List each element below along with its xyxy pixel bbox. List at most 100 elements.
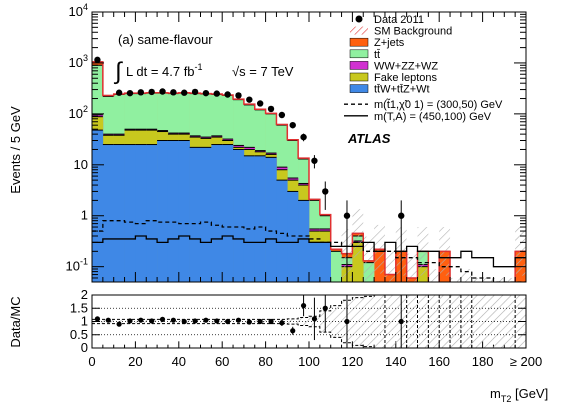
data-point — [170, 89, 177, 96]
stack-bar — [102, 144, 114, 282]
stack-bar — [135, 144, 147, 282]
stack-bar — [243, 155, 256, 282]
ratio-uncertainty-band — [384, 295, 397, 348]
legend-label: tt̄W+tt̄Z+Wt — [374, 83, 430, 95]
legend-label: SM Background — [374, 26, 452, 38]
lumi-text: L dt = 4.7 fb — [126, 64, 195, 79]
y-tick-label: 1 — [81, 208, 88, 223]
data-points — [94, 56, 405, 282]
stack-bar — [298, 200, 310, 282]
ratio-point — [170, 317, 176, 323]
x-tick-label: 180 — [472, 354, 494, 369]
stack-bar — [200, 147, 212, 282]
data-point — [300, 133, 307, 141]
ratio-point — [203, 317, 209, 323]
ratio-point — [268, 318, 274, 325]
ratio-y-tick-label: 2 — [81, 287, 88, 302]
ratio-point — [279, 320, 285, 326]
stack-tt-w-tt-z-wt — [92, 129, 331, 282]
ratio-point — [235, 317, 242, 323]
y-tick-exponent: -1 — [80, 257, 88, 267]
y-tick-base: 10 — [69, 4, 83, 19]
stack-bar — [254, 155, 266, 282]
ratio-uncertainty-band — [352, 297, 364, 346]
data-point — [267, 105, 275, 113]
stack-bar — [124, 144, 136, 282]
data-point — [343, 212, 351, 219]
data-point — [235, 92, 242, 99]
data-point — [246, 96, 253, 103]
ratio-uncertainty-band — [471, 295, 483, 348]
data-point — [256, 100, 264, 107]
x-tick-label: 80 — [258, 354, 272, 369]
y-tick-label: 104 — [69, 2, 88, 19]
energy-sqrt: √ — [232, 64, 240, 79]
legend-swatch — [349, 37, 369, 47]
ratio-point — [214, 318, 220, 324]
ratio-uncertainty-band — [374, 295, 386, 348]
ratio-point — [398, 318, 404, 325]
ratio-point — [257, 318, 263, 325]
stack-bar — [113, 144, 125, 282]
y-tick-base: 10 — [66, 259, 80, 274]
y-tick-exponent: 3 — [83, 53, 88, 63]
x-axis-label-base: m — [490, 386, 501, 401]
stack-bar — [189, 147, 201, 282]
x-tick-label: 160 — [428, 354, 450, 369]
background-uncertainty-band — [493, 277, 505, 282]
ratio-point — [159, 316, 166, 322]
y-axis-label: Events / 5 GeV — [8, 106, 23, 194]
x-tick-label: ≥ 200 — [510, 354, 542, 369]
data-point — [311, 157, 318, 164]
stack-bar — [276, 180, 288, 282]
y-tick-label: 102 — [69, 104, 88, 121]
background-uncertainty-band — [504, 277, 516, 282]
background-uncertainty-band — [471, 277, 483, 282]
ratio-uncertainty-band — [493, 295, 505, 348]
stack-bar — [178, 140, 190, 282]
ratio-y-axis-label: Data/MC — [8, 296, 23, 347]
ratio-point — [105, 317, 111, 323]
ratio-point — [344, 318, 350, 325]
ratio-y-tick-label: 0.5 — [70, 327, 88, 342]
x-tick-label: 0 — [88, 354, 95, 369]
ratio-point — [311, 316, 318, 322]
x-tick-label: 20 — [128, 354, 142, 369]
ratio-point — [127, 318, 133, 324]
stack-bar — [211, 144, 223, 282]
ratio-point — [149, 318, 155, 324]
y-tick-exponent: 2 — [83, 104, 88, 114]
legend-swatch — [349, 72, 369, 82]
legend-data-marker — [355, 15, 363, 23]
ratio-point — [181, 318, 187, 325]
background-uncertainty-band — [450, 277, 461, 282]
main-plot-contents — [92, 56, 526, 282]
ratio-uncertainty-band — [439, 295, 451, 348]
x-tick-label: 140 — [385, 354, 407, 369]
ratio-plot: 00.511.520 20 40 60 80 100 120 140 160 180 ≥ 200 — [70, 287, 542, 369]
x-axis-label: mT2 [GeV] — [490, 386, 548, 404]
stack-bar — [233, 149, 245, 282]
x-tick-label: 40 — [172, 354, 186, 369]
x-axis-label-unit: [GeV] — [511, 386, 548, 401]
background-uncertainty-band — [384, 250, 396, 282]
ratio-point — [290, 328, 296, 334]
data-point — [126, 89, 134, 97]
data-point — [94, 56, 101, 64]
lumi-integral-symbol: ∫ — [113, 58, 123, 85]
legend-label: m(T,A) = (450,100) GeV — [374, 111, 492, 123]
ratio-y-tick-label: 1.5 — [70, 300, 88, 315]
legend-sm-background-swatch — [350, 26, 368, 35]
stack-bar — [287, 191, 299, 282]
energy-label: √s = 7 TeV — [232, 64, 294, 79]
data-point — [191, 88, 199, 96]
y-tick-label: 103 — [69, 53, 88, 70]
legend-label: Data 2011 — [374, 14, 424, 26]
ratio-point — [225, 318, 231, 325]
data-point — [289, 121, 296, 129]
stack-bar — [330, 251, 342, 282]
data-point — [213, 90, 220, 97]
legend-label: Fake leptons — [374, 72, 437, 84]
